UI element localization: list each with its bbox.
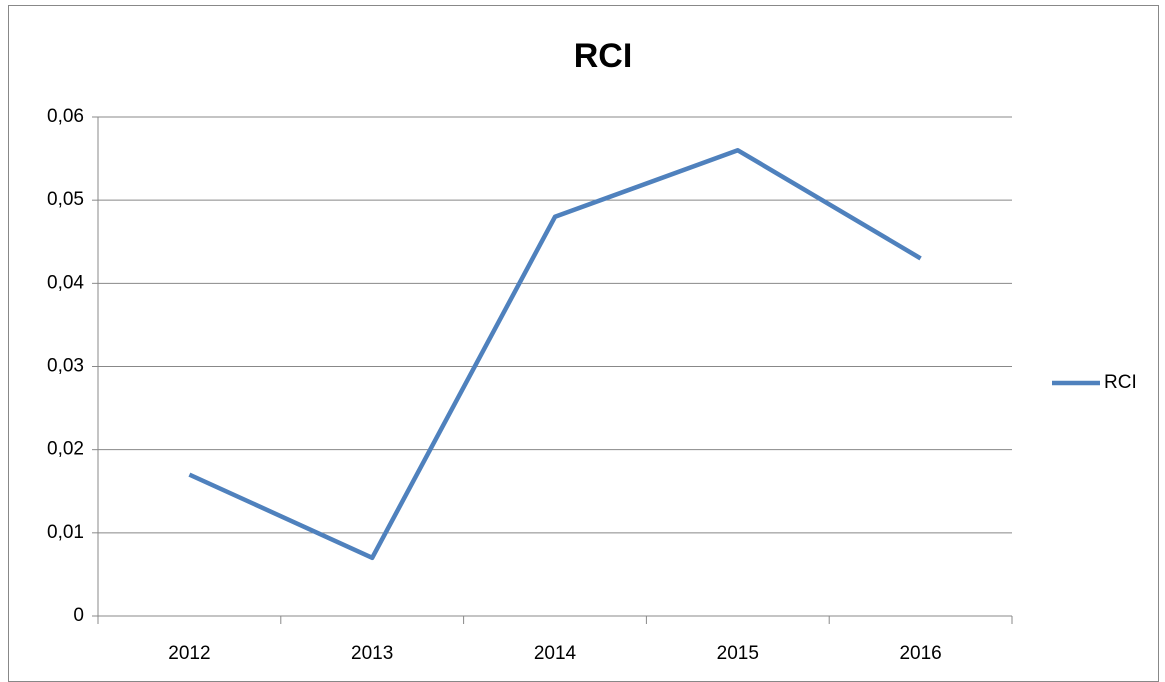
data-line — [188, 148, 922, 561]
y-tick-label: 0 — [73, 605, 84, 626]
y-tick-label: 0,06 — [47, 106, 84, 127]
y-tick-label: 0,05 — [47, 189, 84, 210]
chart-title: RCI — [574, 37, 633, 75]
y-tick-label: 0,01 — [47, 522, 84, 543]
legend-label: RCI — [1104, 372, 1137, 393]
y-tick-label: 0,02 — [47, 439, 84, 460]
x-tick-label: 2015 — [717, 643, 759, 664]
chart-border — [8, 5, 1159, 682]
x-tick-label: 2013 — [351, 643, 393, 664]
x-tick-label: 2014 — [534, 643, 577, 664]
y-tick-label: 0,03 — [47, 356, 84, 377]
y-tick-label: 0,04 — [47, 272, 84, 293]
x-tick-label: 2012 — [168, 643, 210, 664]
x-tick-label: 2016 — [899, 643, 941, 664]
